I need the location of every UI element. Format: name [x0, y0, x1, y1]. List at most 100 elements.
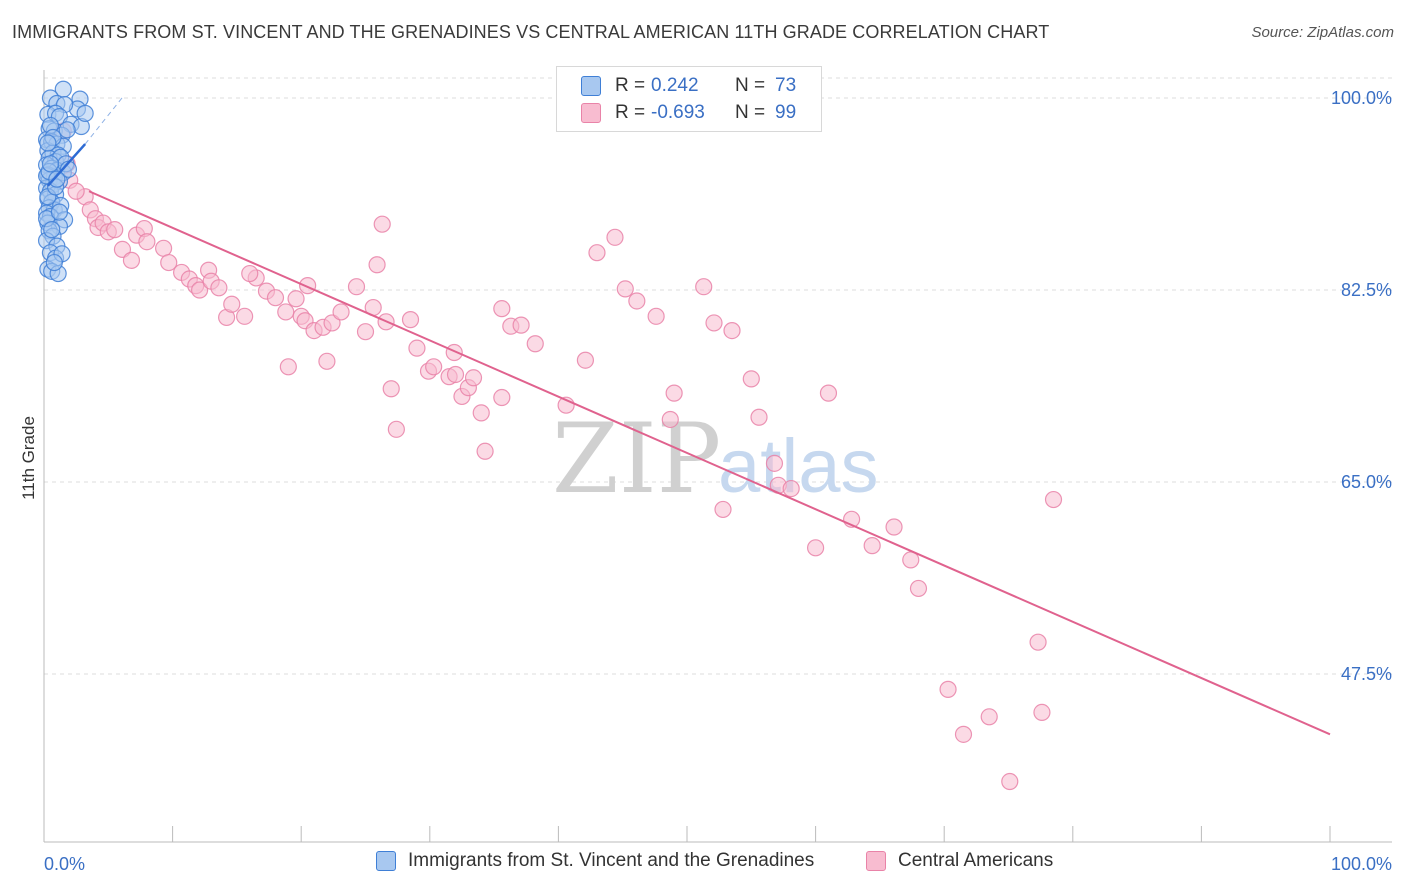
legend-item-central-americans[interactable]: Central Americans	[866, 850, 1053, 872]
legend-swatch-blue	[581, 76, 601, 96]
pink-point	[705, 314, 723, 332]
pink-point	[332, 303, 350, 321]
pink-point	[279, 358, 297, 376]
x-tick-label: 100.0%	[1331, 854, 1392, 874]
pink-point	[665, 384, 683, 402]
trend-lines	[46, 95, 1331, 736]
pink-point	[401, 311, 420, 329]
pink-point	[464, 369, 483, 387]
pink-point	[287, 290, 305, 308]
legend-n-value: 73	[775, 75, 797, 96]
pink-point	[446, 365, 465, 384]
pink-point	[223, 295, 241, 313]
pink-point	[606, 228, 624, 246]
pink-point	[425, 358, 443, 376]
watermark-zip: ZIP	[552, 403, 721, 515]
trend-line-pink	[88, 190, 1331, 736]
pink-point	[122, 251, 141, 269]
pink-point	[67, 182, 85, 200]
watermark-atlas: atlas	[718, 424, 879, 509]
y-tick-label: 47.5%	[1341, 664, 1392, 684]
legend-r-value: -0.693	[651, 102, 705, 123]
pink-point	[616, 280, 634, 298]
pink-point	[512, 316, 530, 334]
y-tick-label: 100.0%	[1331, 88, 1392, 108]
watermark: ZIP atlas	[552, 403, 879, 515]
pink-point	[723, 321, 741, 340]
pink-point	[526, 335, 544, 353]
pink-point	[138, 233, 156, 251]
y-axis-label: 11th Grade	[19, 416, 38, 500]
correlation-legend: R = 0.242 N = 73 R = -0.693 N = 99	[556, 66, 822, 132]
blue-point	[48, 170, 66, 188]
pink-point	[1044, 490, 1063, 509]
legend-swatch-blue	[376, 851, 396, 871]
pink-point	[373, 215, 391, 233]
pink-point	[160, 253, 178, 272]
pink-point	[210, 279, 228, 297]
pink-point	[819, 384, 838, 402]
grid-lines	[44, 77, 1392, 675]
blue-point	[41, 155, 60, 173]
legend-n-label: N =	[735, 75, 766, 96]
legend-label-central-americans: Central Americans	[898, 850, 1054, 871]
blue-point	[43, 221, 61, 239]
chart-title: IMMIGRANTS FROM ST. VINCENT AND THE GREN…	[12, 22, 1050, 42]
blue-point	[45, 253, 63, 272]
pink-point	[863, 537, 881, 555]
legend-n-label: N =	[735, 102, 766, 123]
blue-point	[39, 134, 57, 152]
pink-point	[1029, 633, 1047, 651]
legend-r-value: 0.242	[651, 75, 699, 96]
pink-point	[628, 292, 646, 310]
blue-point	[76, 104, 94, 122]
pink-point	[576, 351, 595, 369]
pink-point	[299, 277, 317, 295]
pink-point	[806, 539, 825, 557]
pink-point	[750, 408, 768, 426]
pink-point	[472, 404, 490, 422]
series-legend: Immigrants from St. Vincent and the Gren…	[0, 850, 1406, 878]
pink-point	[714, 500, 732, 519]
trend-extension-blue	[84, 95, 125, 145]
pink-point	[1033, 703, 1051, 722]
pink-point	[909, 579, 928, 598]
pink-point	[266, 289, 285, 307]
pink-point	[356, 323, 375, 341]
pink-point	[765, 454, 784, 472]
pink-point	[408, 339, 426, 357]
source-credit: Source: ZipAtlas.com	[1251, 24, 1394, 41]
pink-point	[695, 278, 713, 296]
pink-point	[347, 278, 366, 296]
trend-line-blue	[46, 143, 87, 187]
pink-point	[742, 370, 760, 388]
y-tick-label: 65.0%	[1341, 472, 1392, 492]
x-tick-label: 0.0%	[44, 854, 85, 874]
legend-row-blue: R = 0.242 N = 73	[581, 73, 796, 99]
legend-swatch-pink	[581, 103, 601, 123]
pink-point	[980, 708, 998, 726]
legend-item-st-vincent[interactable]: Immigrants from St. Vincent and the Gren…	[376, 850, 814, 872]
pink-point	[647, 307, 665, 325]
legend-swatch-pink	[866, 851, 886, 871]
legend-r-label: R =	[615, 102, 646, 123]
pink-point	[782, 479, 800, 498]
legend-n-value: 99	[775, 102, 797, 123]
blue-point	[58, 121, 76, 139]
legend-row-pink: R = -0.693 N = 99	[581, 100, 796, 126]
pink-point	[493, 388, 511, 407]
pink-point	[191, 281, 209, 299]
pink-point	[939, 680, 957, 698]
pink-point	[588, 244, 606, 262]
pink-point	[106, 221, 124, 239]
pink-point	[154, 239, 173, 257]
legend-label-st-vincent: Immigrants from St. Vincent and the Gren…	[408, 850, 815, 871]
pink-point	[954, 725, 973, 743]
y-tick-label: 82.5%	[1341, 280, 1392, 300]
pink-point	[382, 380, 400, 398]
pink-point	[241, 264, 259, 283]
pink-point	[476, 442, 494, 460]
pink-point	[236, 307, 254, 325]
pink-point	[1001, 772, 1019, 791]
pink-point	[493, 300, 511, 318]
